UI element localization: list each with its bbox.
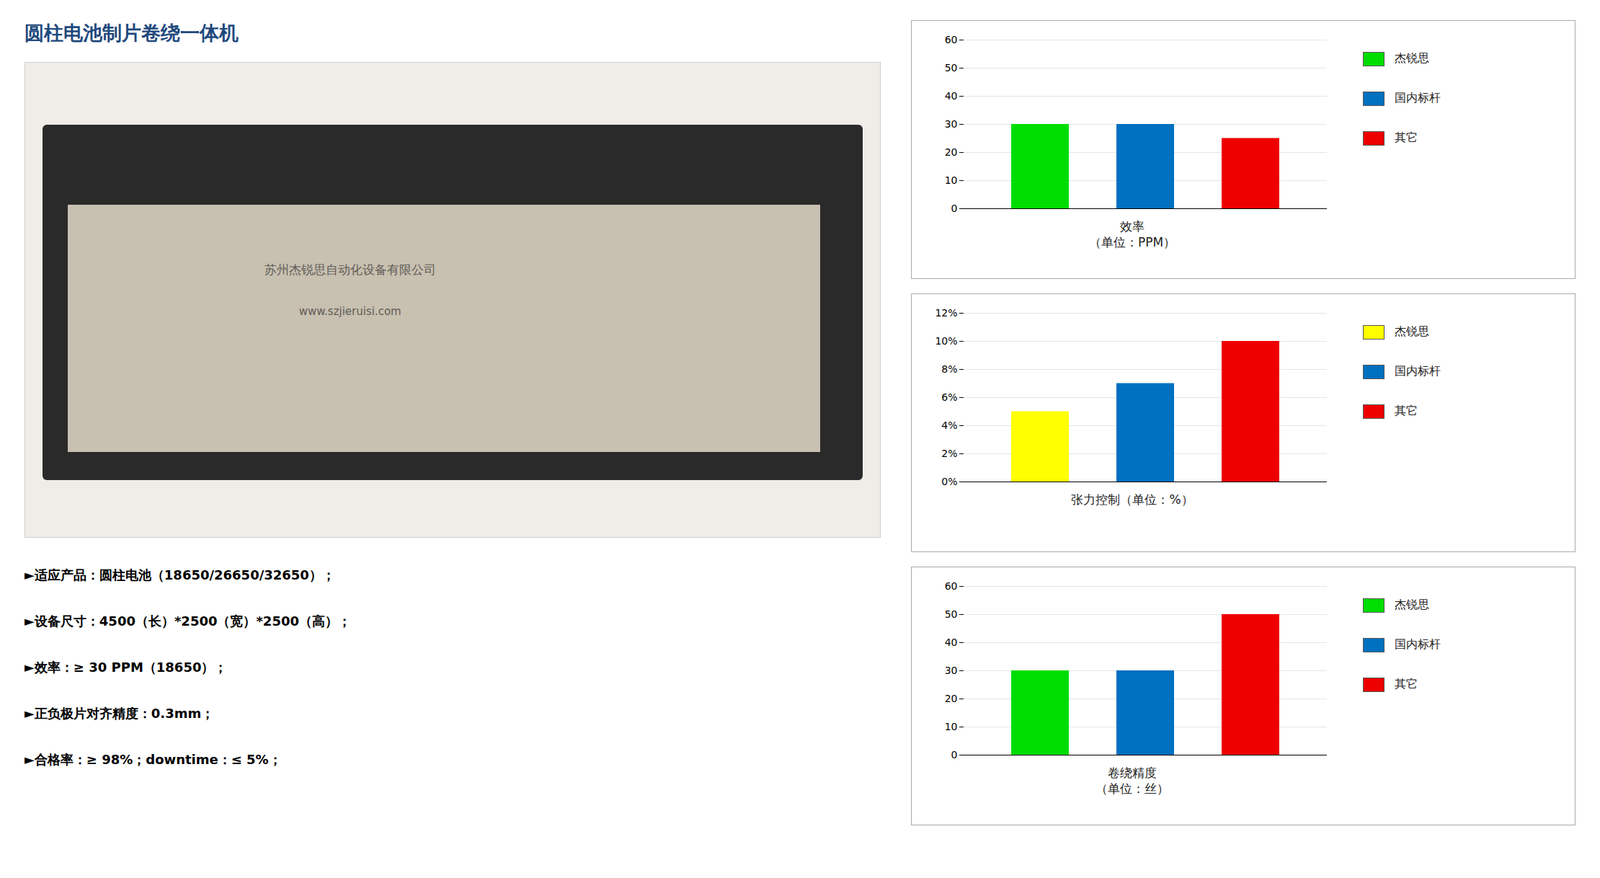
svg-text:20: 20 <box>944 146 958 158</box>
svg-text:30: 30 <box>944 664 958 677</box>
svg-text:8%: 8% <box>941 363 958 375</box>
html-text:苏州杰锐思自动化设备有限公司: 苏州杰锐思自动化设备有限公司 <box>264 262 436 278</box>
html-text:卷绕精度: 卷绕精度 <box>1107 765 1157 780</box>
html-text:►正负极片对齐精度：0.3mm；: ►正负极片对齐精度：0.3mm； <box>24 705 215 721</box>
html-text:杰锐思: 杰锐思 <box>1394 597 1430 612</box>
svg-text:0: 0 <box>951 748 958 761</box>
svg-text:50: 50 <box>944 61 958 74</box>
html-text:►效率：≥ 30 PPM（18650）；: ►效率：≥ 30 PPM（18650）； <box>24 659 228 675</box>
svg-text:30: 30 <box>944 118 958 130</box>
svg-text:60: 60 <box>944 33 958 46</box>
html-text:圆柱电池制片卷绕一体机: 圆柱电池制片卷绕一体机 <box>24 21 239 44</box>
svg-text:0%: 0% <box>941 475 958 488</box>
html-text:►适应产品：圆柱电池（18650/26650/32650）；: ►适应产品：圆柱电池（18650/26650/32650）； <box>24 567 336 583</box>
svg-text:12%: 12% <box>934 307 958 319</box>
svg-text:6%: 6% <box>941 391 958 403</box>
svg-text:40: 40 <box>944 636 958 648</box>
svg-text:50: 50 <box>944 608 958 620</box>
html-text:国内标杆: 国内标杆 <box>1394 637 1441 651</box>
svg-text:0: 0 <box>951 202 958 215</box>
svg-text:60: 60 <box>944 580 958 592</box>
html-text:杰锐思: 杰锐思 <box>1394 324 1430 339</box>
html-text:www.szjieruisi.com: www.szjieruisi.com <box>298 304 402 318</box>
html-text:国内标杆: 国内标杆 <box>1394 90 1441 105</box>
html-text:►设备尺寸：4500（长）*2500（宽）*2500（高）；: ►设备尺寸：4500（长）*2500（宽）*2500（高）； <box>24 613 351 629</box>
html-text:►合格率：≥ 98%；downtime：≤ 5%；: ►合格率：≥ 98%；downtime：≤ 5%； <box>24 751 282 767</box>
html-text:张力控制（单位：%）: 张力控制（单位：%） <box>1071 492 1194 507</box>
html-text:其它: 其它 <box>1394 676 1418 691</box>
html-text:国内标杆: 国内标杆 <box>1394 363 1441 378</box>
html-text:其它: 其它 <box>1394 403 1418 418</box>
svg-text:10: 10 <box>944 720 958 733</box>
svg-text:20: 20 <box>944 692 958 705</box>
svg-text:4%: 4% <box>941 419 958 431</box>
html-text:（单位：丝）: （单位：丝） <box>1095 781 1170 796</box>
svg-text:2%: 2% <box>941 447 958 460</box>
html-text:（单位：PPM）: （单位：PPM） <box>1088 234 1176 250</box>
html-text:其它: 其它 <box>1394 130 1418 145</box>
svg-text:10%: 10% <box>934 335 958 347</box>
svg-text:40: 40 <box>944 90 958 102</box>
svg-text:10: 10 <box>944 174 958 186</box>
html-text:效率: 效率 <box>1120 219 1145 234</box>
html-text:杰锐思: 杰锐思 <box>1394 51 1430 65</box>
